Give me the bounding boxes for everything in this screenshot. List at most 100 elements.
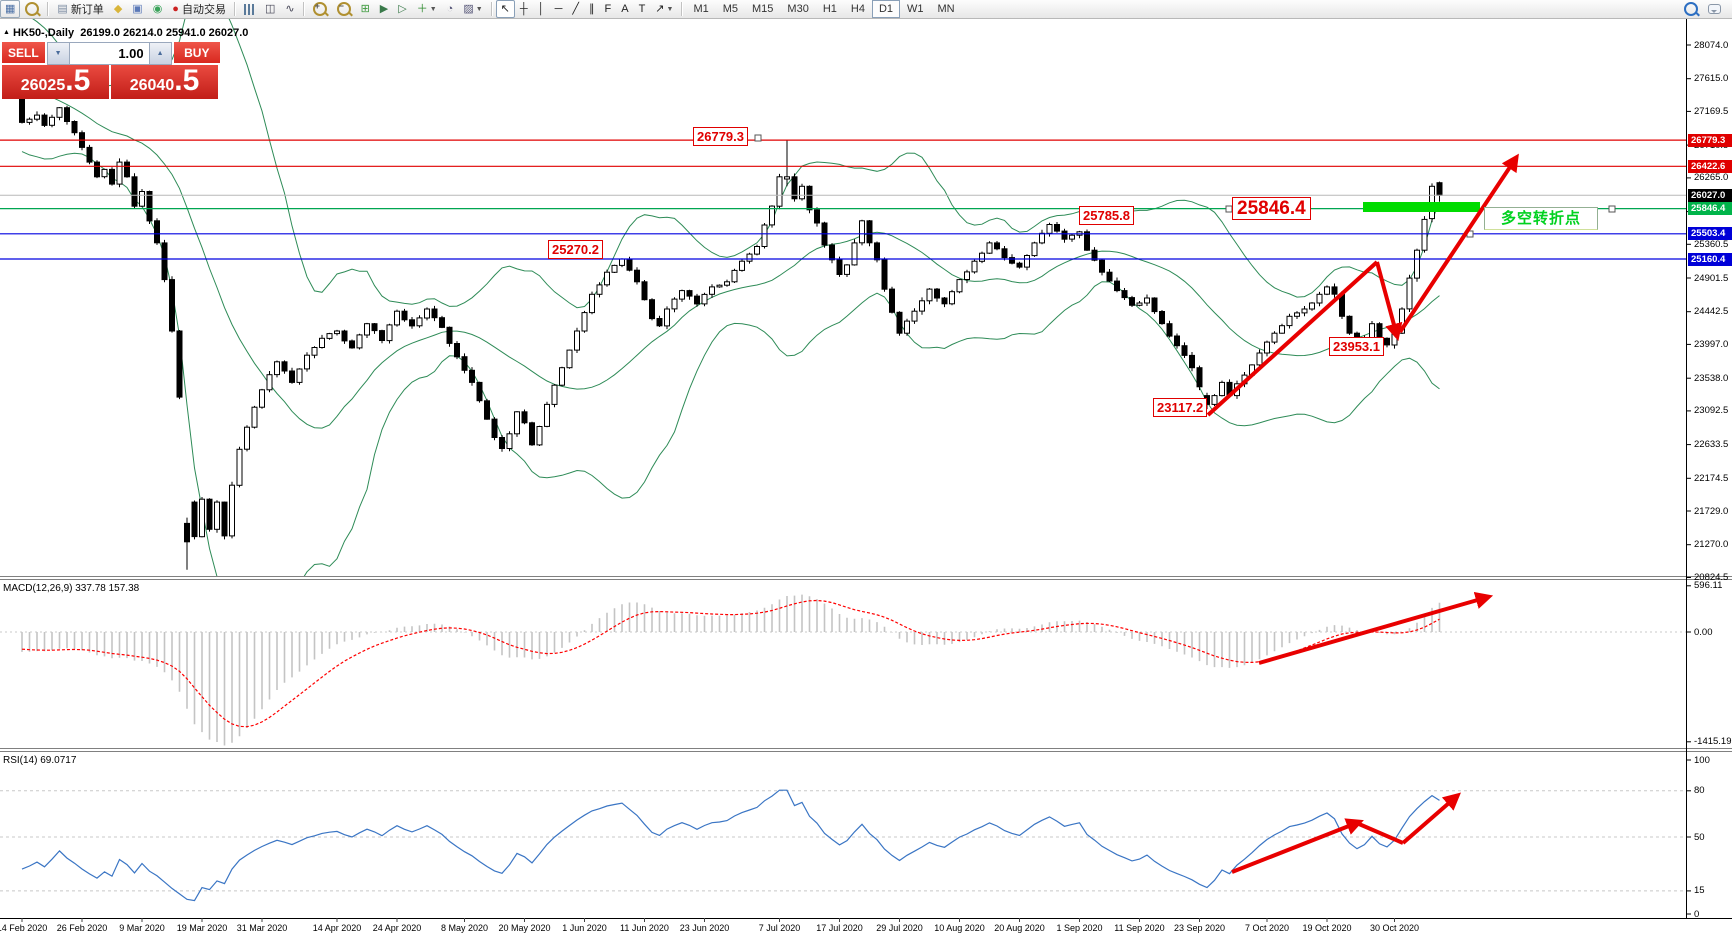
annotation-note[interactable]: 多空转折点 <box>1484 207 1598 230</box>
rsi-trend-arrow[interactable] <box>1231 818 1364 874</box>
timeframe-m1[interactable]: M1 <box>693 3 709 15</box>
volume-decrease-button[interactable]: ▼ <box>46 42 70 65</box>
rsi-axis-tick: 50 <box>1694 831 1705 843</box>
toolbar-right <box>1679 0 1732 18</box>
search-icon <box>1684 2 1698 16</box>
chat-button[interactable] <box>1703 0 1726 18</box>
macd-trend-arrow[interactable] <box>1258 591 1494 665</box>
text-label-tool[interactable]: T <box>634 0 651 18</box>
timeframe-m15[interactable]: M15 <box>752 3 774 15</box>
date-axis-label: 7 Oct 2020 <box>1244 923 1290 933</box>
search-button[interactable] <box>1679 0 1703 18</box>
terminal-icon[interactable]: ▣ <box>127 0 147 18</box>
trend-arrows[interactable] <box>1206 153 1519 874</box>
crosshair-tool[interactable]: ┼ <box>515 0 533 18</box>
chart-shift-icon: ▷ <box>398 3 407 15</box>
main-trend-arrow[interactable] <box>1398 153 1519 334</box>
autotrading-button: ● <box>172 3 179 15</box>
price-annotation-25270.2[interactable]: 25270.2 <box>548 240 603 259</box>
toolbar-separator <box>233 2 236 16</box>
chat-icon <box>1708 4 1721 14</box>
timeframe-h4[interactable]: H4 <box>850 3 865 15</box>
date-axis-label: 10 Aug 2020 <box>934 923 985 933</box>
bar-chart-icon[interactable] <box>239 0 260 18</box>
main-trend-arrow[interactable] <box>1206 260 1379 417</box>
new-order-button[interactable]: ▤ 新订单 <box>52 0 108 18</box>
periods-clock-icon[interactable]: ◔ <box>442 0 459 18</box>
horizontal-level-lines[interactable] <box>0 139 1686 260</box>
toolbar: ▦ ▤ 新订单 ◆ ▣ ◉ ● 自动交易 ◫ ∿ + − ⊞ ▶ ▷ ＋ ▼ ◔ ▨ ▼ ↖ ┼ │ ─ ╱ ∥ F A T ↗ ▼ M1 M5… <box>0 0 1732 19</box>
tile-windows-icon: ⊞ <box>360 3 370 15</box>
zoom-in-icon[interactable]: + <box>308 0 332 18</box>
green-zone-bar[interactable] <box>1363 202 1480 212</box>
date-axis-label: 26 Feb 2020 <box>56 923 108 933</box>
trendline-tool[interactable]: ╱ <box>567 0 584 18</box>
volume-increase-button[interactable]: ▲ <box>148 42 172 65</box>
zoom-out-icon[interactable]: − <box>332 0 356 18</box>
date-axis-label: 7 Jul 2020 <box>758 923 801 933</box>
date-axis-label: 11 Jun 2020 <box>620 923 669 933</box>
chart-title-ohlc: 26199.0 26214.0 25941.0 26027.0 <box>80 27 249 39</box>
price-axis-tick: 25360.5 <box>1694 238 1729 250</box>
candlestick-chart-icon: ◫ <box>264 3 276 15</box>
horizontal-line-tool[interactable]: ─ <box>550 0 568 18</box>
rsi-trend-arrow[interactable] <box>1401 792 1461 845</box>
chevron-down-icon: ▼ <box>429 5 437 13</box>
price-annotation-23117.2[interactable]: 23117.2 <box>1153 398 1208 417</box>
date-axis-label: 19 Oct 2020 <box>1302 923 1352 933</box>
cursor-tool[interactable]: ↖ <box>495 0 515 18</box>
date-axis-label: 30 Oct 2020 <box>1369 923 1420 933</box>
sell-price[interactable]: 26025.5 <box>2 65 109 99</box>
date-axis-label: 1 Jun 2020 <box>562 923 607 933</box>
cursor-tool: ↖ <box>500 3 510 15</box>
main-trend-arrow[interactable] <box>1375 261 1403 342</box>
auto-scroll-icon[interactable]: ▶ <box>375 0 393 18</box>
price-axis-tick: 23538.0 <box>1694 372 1729 384</box>
line-chart-icon[interactable]: ∿ <box>280 0 299 18</box>
buy-price[interactable]: 26040.5 <box>111 65 218 99</box>
price-axis-tick: 27169.5 <box>1694 105 1729 117</box>
profiles-icon <box>25 2 40 16</box>
market-icon[interactable]: ◉ <box>148 0 168 18</box>
price-annotation-25785.8[interactable]: 25785.8 <box>1079 206 1134 225</box>
arrows-tool[interactable]: ↗ ▼ <box>650 0 678 18</box>
tile-windows-icon[interactable]: ⊞ <box>356 0 375 18</box>
volume-input[interactable]: 1.00 <box>69 42 149 65</box>
price-annotation-25846.4[interactable]: 25846.4 <box>1232 197 1311 220</box>
timeframe-m5[interactable]: M5 <box>722 3 739 15</box>
timeframe-w1[interactable]: W1 <box>907 3 924 15</box>
new-chart-icon[interactable]: ▦ <box>0 0 21 18</box>
chart-title: ▲ HK50-,Daily 26199.0 26214.0 25941.0 260… <box>3 27 248 39</box>
fibonacci-tool[interactable]: F <box>599 0 616 18</box>
equidistant-channel-tool[interactable]: ∥ <box>584 0 600 18</box>
autotrading-button-label: 自动交易 <box>181 4 226 16</box>
add-indicator-button[interactable]: ＋ ▼ <box>412 0 442 18</box>
chart-shift-icon[interactable]: ▷ <box>393 0 411 18</box>
date-axis-label: 1 Sep 2020 <box>1056 923 1103 933</box>
text-tool[interactable]: A <box>616 0 633 18</box>
template-icon: ▨ <box>463 3 474 15</box>
chevron-down-icon: ▼ <box>475 5 483 13</box>
rsi-trend-arrow[interactable] <box>1358 822 1404 845</box>
text-tool: A <box>621 3 629 15</box>
text-label-tool: T <box>638 3 646 15</box>
terminal-icon: ▣ <box>132 3 143 15</box>
vertical-line-tool[interactable]: │ <box>533 0 550 18</box>
timeframe-h1[interactable]: H1 <box>822 3 837 15</box>
price-annotation-23953.1[interactable]: 23953.1 <box>1329 337 1384 356</box>
autotrading-button[interactable]: ● 自动交易 <box>167 0 231 18</box>
sell-button[interactable]: SELL <box>2 42 45 65</box>
timeframe-mn[interactable]: MN <box>937 3 955 15</box>
metaeditor-icon[interactable]: ◆ <box>109 0 127 18</box>
crosshair-tool: ┼ <box>519 3 528 15</box>
auto-scroll-icon: ▶ <box>379 3 389 15</box>
toolbar-separator <box>490 2 493 16</box>
timeframe-m30[interactable]: M30 <box>787 3 809 15</box>
candlestick-chart-icon[interactable]: ◫ <box>260 0 280 18</box>
profiles-icon[interactable] <box>20 0 44 18</box>
template-icon[interactable]: ▨ ▼ <box>458 0 487 18</box>
price-annotation-26779.3[interactable]: 26779.3 <box>693 127 748 146</box>
buy-button[interactable]: BUY <box>173 42 220 65</box>
timeframe-d1[interactable]: D1 <box>871 0 901 18</box>
